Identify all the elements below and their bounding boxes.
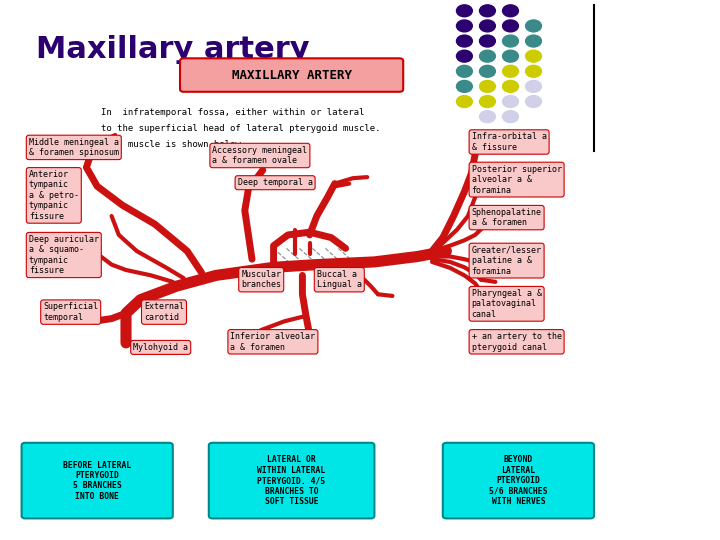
Text: Muscular
branches: Muscular branches xyxy=(241,270,282,289)
Text: Deep temporal a: Deep temporal a xyxy=(238,178,312,187)
Circle shape xyxy=(456,35,472,47)
Circle shape xyxy=(480,80,495,92)
Circle shape xyxy=(503,80,518,92)
Text: Buccal a
Lingual a: Buccal a Lingual a xyxy=(317,270,362,289)
Circle shape xyxy=(503,20,518,32)
Text: LATERAL OR
WITHIN LATERAL
PTERYGOID. 4/5
BRANCHES TO
SOFT TISSUE: LATERAL OR WITHIN LATERAL PTERYGOID. 4/5… xyxy=(258,455,325,506)
Circle shape xyxy=(456,5,472,17)
Circle shape xyxy=(456,96,472,107)
Text: BEFORE LATERAL
PTERYGOID
5 BRANCHES
INTO BONE: BEFORE LATERAL PTERYGOID 5 BRANCHES INTO… xyxy=(63,461,131,501)
Text: In  infratemporal fossa, either within or lateral: In infratemporal fossa, either within or… xyxy=(101,108,364,117)
Circle shape xyxy=(503,50,518,62)
Circle shape xyxy=(503,111,518,123)
Circle shape xyxy=(526,65,541,77)
Circle shape xyxy=(526,50,541,62)
Text: External
carotid: External carotid xyxy=(144,302,184,322)
Text: BEYOND
LATERAL
PTERYGOID
5/6 BRANCHES
WITH NERVES: BEYOND LATERAL PTERYGOID 5/6 BRANCHES WI… xyxy=(489,455,548,506)
Circle shape xyxy=(456,65,472,77)
FancyBboxPatch shape xyxy=(180,58,403,92)
Circle shape xyxy=(526,20,541,32)
Text: MAXILLARY ARTERY: MAXILLARY ARTERY xyxy=(232,69,351,82)
Text: Sphenopalatine
a & foramen: Sphenopalatine a & foramen xyxy=(472,208,541,227)
Text: + an artery to the
pterygoid canal: + an artery to the pterygoid canal xyxy=(472,332,562,352)
Text: Infra-orbital a
& fissure: Infra-orbital a & fissure xyxy=(472,132,546,152)
Circle shape xyxy=(480,96,495,107)
Text: Middle meningeal a
& foramen spinosum: Middle meningeal a & foramen spinosum xyxy=(29,138,119,157)
Circle shape xyxy=(480,65,495,77)
FancyBboxPatch shape xyxy=(22,443,173,518)
Text: Superficial
temporal: Superficial temporal xyxy=(43,302,98,322)
Text: Accessory meningeal
a & foramen ovale: Accessory meningeal a & foramen ovale xyxy=(212,146,307,165)
FancyBboxPatch shape xyxy=(443,443,594,518)
Circle shape xyxy=(480,35,495,47)
Text: Pharyngeal a &
palatovaginal
canal: Pharyngeal a & palatovaginal canal xyxy=(472,289,541,319)
Circle shape xyxy=(456,20,472,32)
Circle shape xyxy=(503,96,518,107)
Circle shape xyxy=(526,96,541,107)
Text: Mylohyoid a: Mylohyoid a xyxy=(133,343,188,352)
Text: Deep auricular
a & squamo-
tympanic
fissure: Deep auricular a & squamo- tympanic fiss… xyxy=(29,235,99,275)
Text: Maxillary artery: Maxillary artery xyxy=(36,35,310,64)
Circle shape xyxy=(526,80,541,92)
Circle shape xyxy=(503,65,518,77)
Circle shape xyxy=(480,111,495,123)
Text: Inferior alveolar
a & foramen: Inferior alveolar a & foramen xyxy=(230,332,315,352)
Circle shape xyxy=(480,5,495,17)
FancyBboxPatch shape xyxy=(209,443,374,518)
Text: Anterior
tympanic
a & petro-
tympanic
fissure: Anterior tympanic a & petro- tympanic fi… xyxy=(29,170,78,221)
Circle shape xyxy=(503,35,518,47)
Circle shape xyxy=(456,50,472,62)
Text: to the superficial head of lateral pterygoid muscle.: to the superficial head of lateral ptery… xyxy=(101,124,380,133)
Circle shape xyxy=(503,5,518,17)
Text: This muscle is shown below: This muscle is shown below xyxy=(101,140,240,150)
Text: Greater/lesser
palatine a &
foramina: Greater/lesser palatine a & foramina xyxy=(472,246,541,275)
Circle shape xyxy=(480,20,495,32)
Circle shape xyxy=(456,80,472,92)
Text: Posterior superior
alveolar a &
foramina: Posterior superior alveolar a & foramina xyxy=(472,165,562,194)
Circle shape xyxy=(526,35,541,47)
Circle shape xyxy=(480,50,495,62)
